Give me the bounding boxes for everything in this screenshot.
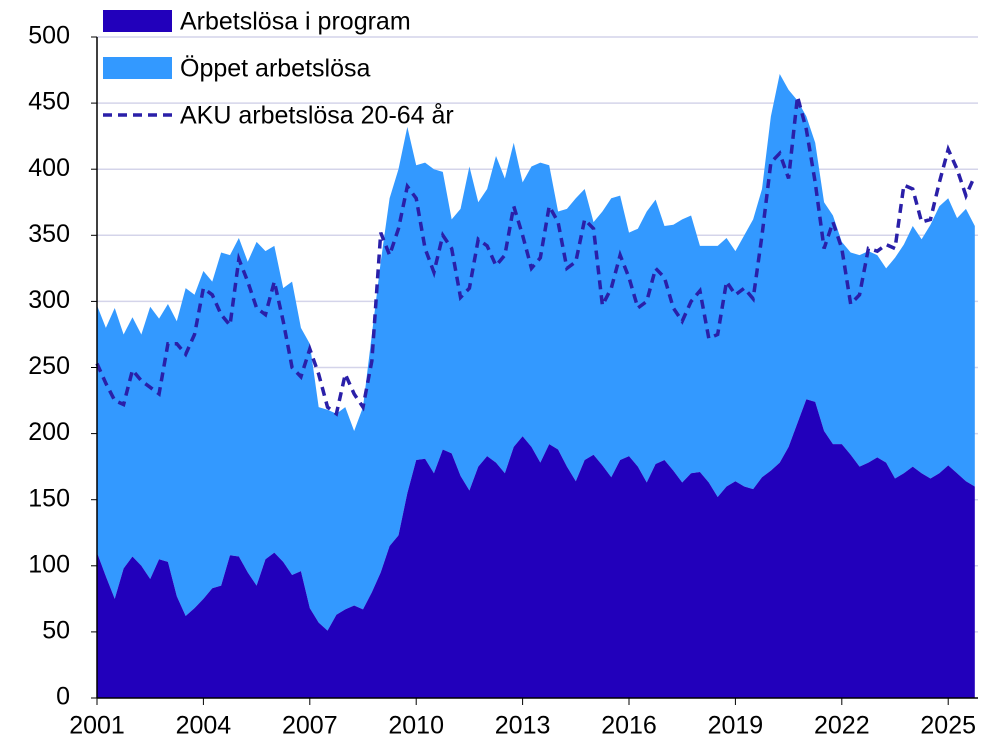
x-tick-label: 2019 — [708, 712, 764, 740]
legend-label: Öppet arbetslösa — [180, 55, 370, 83]
legend-label: Arbetslösa i program — [180, 8, 411, 36]
x-tick-label: 2025 — [920, 712, 976, 740]
y-tick-label: 400 — [28, 154, 70, 182]
y-tick-label: 450 — [28, 88, 70, 116]
y-tick-label: 50 — [42, 617, 70, 645]
x-tick-label: 2013 — [495, 712, 551, 740]
line — [95, 96, 977, 417]
y-tick-label: 100 — [28, 550, 70, 578]
legend-swatch — [103, 10, 172, 32]
area — [97, 399, 975, 698]
legend-swatch — [103, 57, 172, 79]
y-tick-label: 250 — [28, 352, 70, 380]
x-tick-label: 2010 — [388, 712, 444, 740]
y-tick-label: 300 — [28, 286, 70, 314]
y-tick-label: 150 — [28, 484, 70, 512]
legend-label: AKU arbetslösa 20-64 år — [180, 102, 454, 130]
x-tick-label: 2016 — [601, 712, 657, 740]
x-tick-label: 2004 — [176, 712, 232, 740]
y-tick-label: 200 — [28, 418, 70, 446]
y-tick-label: 350 — [28, 220, 70, 248]
y-tick-label: 500 — [28, 22, 70, 50]
x-tick-label: 2022 — [814, 712, 870, 740]
y-tick-label: 0 — [56, 683, 70, 711]
area — [97, 74, 975, 631]
x-tick-label: 2001 — [69, 712, 125, 740]
x-tick-label: 2007 — [282, 712, 338, 740]
